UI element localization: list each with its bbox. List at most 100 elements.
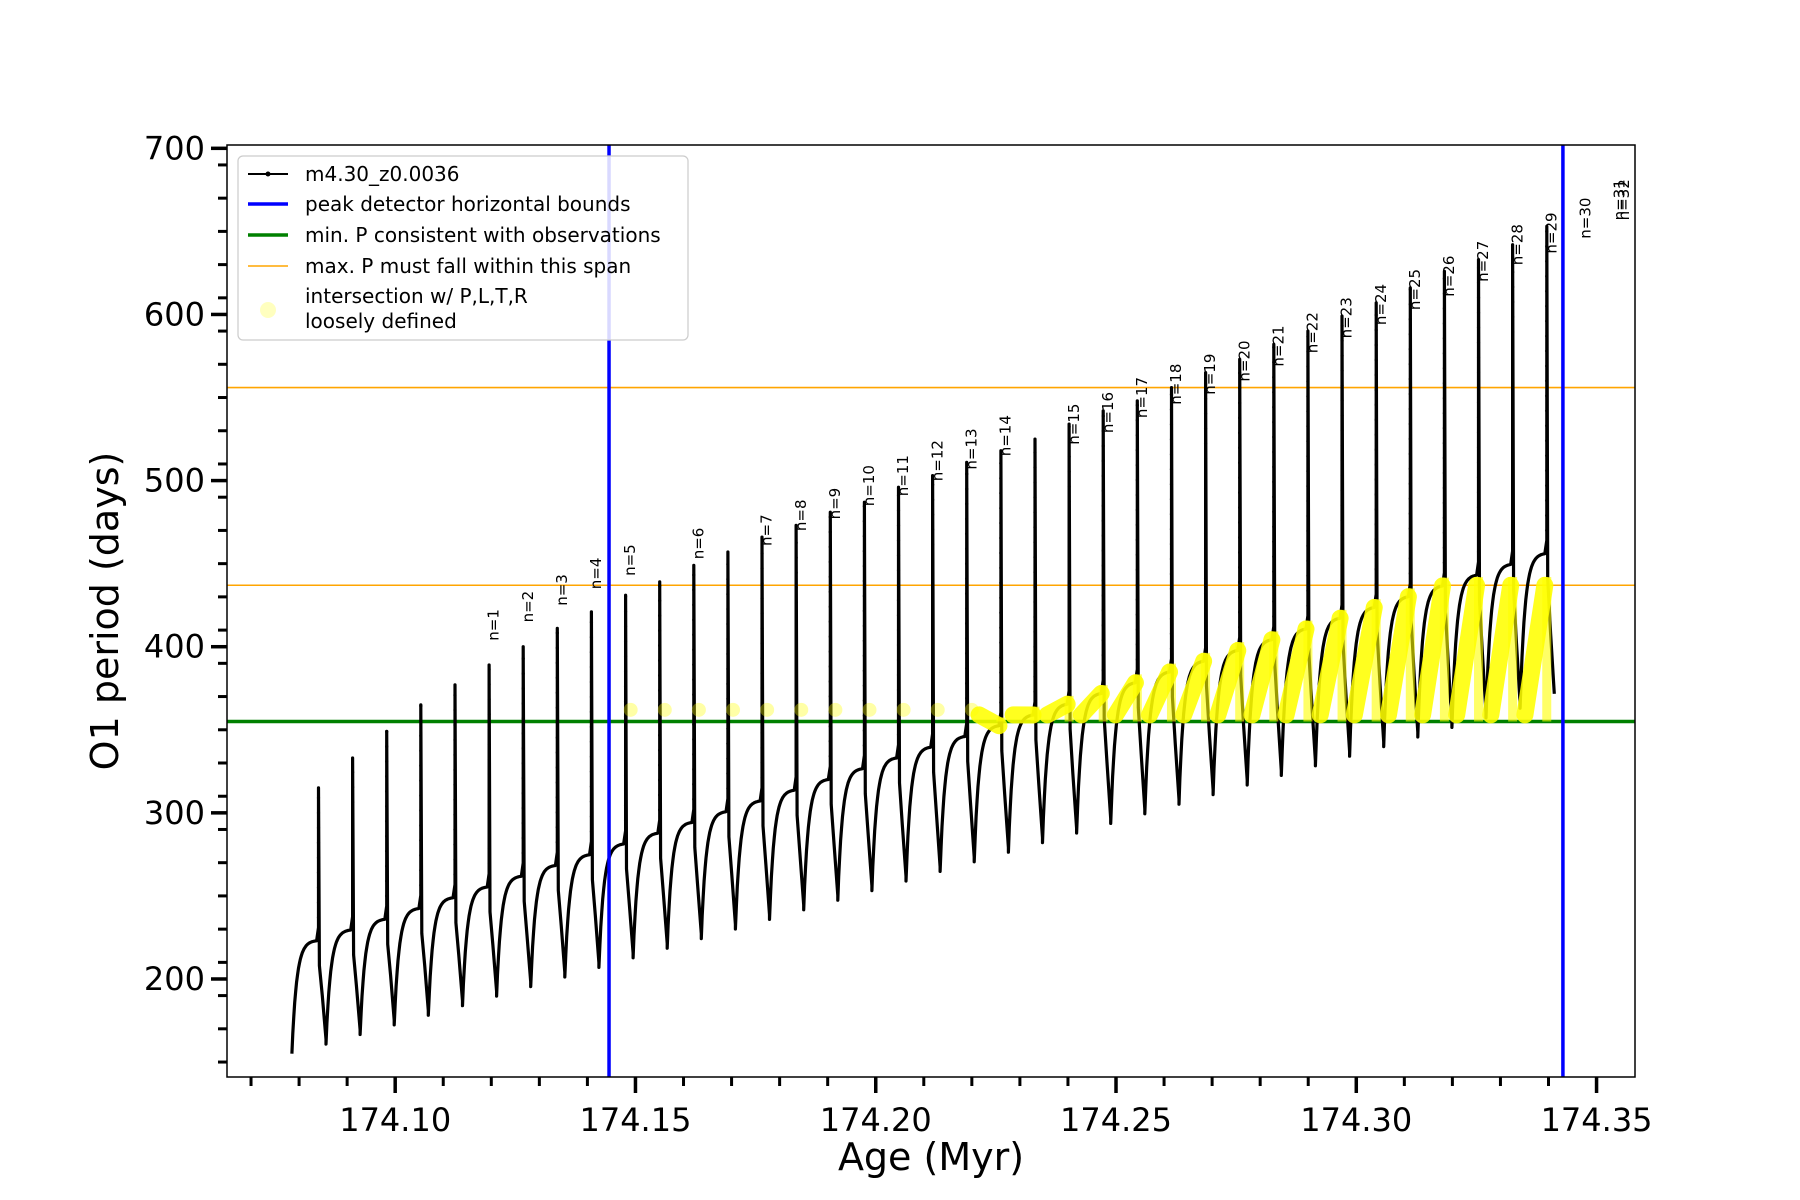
intersection-marker-run bbox=[1277, 620, 1315, 724]
series-marker bbox=[658, 599, 662, 603]
series-marker bbox=[1545, 334, 1549, 338]
series-marker bbox=[760, 731, 764, 735]
series-marker bbox=[760, 761, 764, 765]
series-marker bbox=[555, 646, 559, 650]
series-marker bbox=[862, 743, 866, 748]
series-marker bbox=[555, 750, 559, 755]
series-marker bbox=[726, 727, 730, 731]
series-marker bbox=[658, 614, 662, 618]
series-marker bbox=[555, 661, 559, 665]
series-marker bbox=[896, 688, 901, 692]
series-marker bbox=[726, 622, 730, 626]
series-marker bbox=[1442, 426, 1447, 430]
intersection-marker bbox=[623, 702, 638, 717]
series-marker bbox=[1306, 334, 1310, 339]
series-marker bbox=[1203, 486, 1208, 491]
series-marker bbox=[1408, 467, 1412, 471]
x-tick-label: 174.10 bbox=[339, 1101, 451, 1139]
series-marker bbox=[1101, 519, 1105, 523]
series-marker bbox=[896, 568, 901, 572]
series-marker bbox=[1442, 516, 1447, 520]
series-marker bbox=[1203, 531, 1208, 535]
intersection-marker bbox=[862, 702, 877, 717]
series-marker bbox=[1374, 492, 1378, 497]
pulse-label: n=19 bbox=[1201, 354, 1219, 395]
series-marker bbox=[965, 592, 969, 596]
series-marker bbox=[896, 538, 901, 542]
series-marker bbox=[726, 742, 730, 746]
series-marker bbox=[1135, 568, 1139, 572]
series-marker bbox=[999, 626, 1003, 630]
series-marker bbox=[1272, 540, 1276, 544]
series-marker bbox=[828, 590, 832, 594]
series-marker bbox=[316, 796, 321, 800]
series-marker bbox=[726, 577, 730, 581]
series-marker bbox=[1067, 470, 1071, 474]
series-marker bbox=[896, 673, 901, 677]
series-marker bbox=[1442, 546, 1447, 550]
series-marker bbox=[589, 665, 594, 669]
series-marker bbox=[1408, 497, 1412, 501]
series-marker bbox=[521, 716, 525, 721]
series-marker bbox=[794, 660, 798, 664]
series-marker bbox=[931, 692, 935, 696]
series-marker bbox=[1135, 642, 1139, 647]
series-marker bbox=[1545, 244, 1549, 248]
series-marker bbox=[692, 618, 696, 622]
series-marker bbox=[521, 821, 525, 825]
series-marker bbox=[623, 654, 628, 658]
series-marker bbox=[1442, 396, 1447, 400]
series-marker bbox=[1511, 449, 1515, 454]
series-marker bbox=[794, 705, 798, 709]
series-marker bbox=[521, 731, 525, 735]
series-marker bbox=[1511, 285, 1515, 289]
series-marker bbox=[1238, 625, 1242, 629]
series-marker bbox=[1306, 484, 1310, 488]
series-marker bbox=[862, 684, 866, 688]
series-marker bbox=[760, 581, 764, 585]
series-marker bbox=[965, 681, 969, 685]
series-marker bbox=[1135, 493, 1139, 497]
series-marker bbox=[1442, 276, 1447, 281]
series-marker bbox=[1476, 266, 1481, 270]
pulse-label: n=23 bbox=[1338, 297, 1356, 338]
series-marker bbox=[1374, 418, 1378, 422]
series-marker bbox=[828, 605, 832, 609]
series-marker bbox=[1067, 619, 1071, 623]
series-marker bbox=[521, 776, 525, 780]
series-marker bbox=[453, 798, 457, 802]
series-marker bbox=[1340, 428, 1344, 433]
series-marker bbox=[726, 697, 730, 701]
y-tick-label: 700 bbox=[144, 129, 205, 167]
x-tick-label: 174.20 bbox=[820, 1101, 932, 1139]
x-axis-title: Age (Myr) bbox=[838, 1135, 1024, 1179]
series-marker bbox=[1408, 437, 1412, 441]
series-marker bbox=[1272, 525, 1276, 529]
series-marker bbox=[453, 872, 457, 877]
series-marker bbox=[896, 508, 901, 513]
series-marker bbox=[965, 532, 969, 536]
intersection-marker-run bbox=[1448, 576, 1486, 724]
intersection-marker bbox=[828, 702, 843, 717]
series-marker bbox=[385, 879, 389, 883]
series-marker bbox=[555, 735, 559, 740]
series-marker bbox=[658, 778, 662, 782]
series-marker bbox=[351, 890, 355, 894]
series-marker bbox=[1169, 497, 1174, 501]
series-marker bbox=[999, 551, 1003, 555]
series-marker bbox=[1238, 431, 1242, 435]
series-marker bbox=[555, 810, 559, 814]
series-marker bbox=[760, 626, 764, 630]
series-marker bbox=[1545, 513, 1549, 518]
series-marker bbox=[1408, 347, 1412, 351]
series-marker bbox=[316, 826, 321, 830]
series-marker bbox=[1340, 488, 1344, 492]
series-marker bbox=[589, 770, 594, 774]
series-marker bbox=[1135, 627, 1139, 632]
series-marker bbox=[1135, 553, 1139, 557]
pulse-label: n=5 bbox=[621, 544, 639, 576]
series-marker bbox=[828, 754, 832, 758]
series-marker bbox=[760, 701, 764, 705]
series-marker bbox=[1545, 379, 1549, 383]
series-marker bbox=[794, 571, 798, 575]
